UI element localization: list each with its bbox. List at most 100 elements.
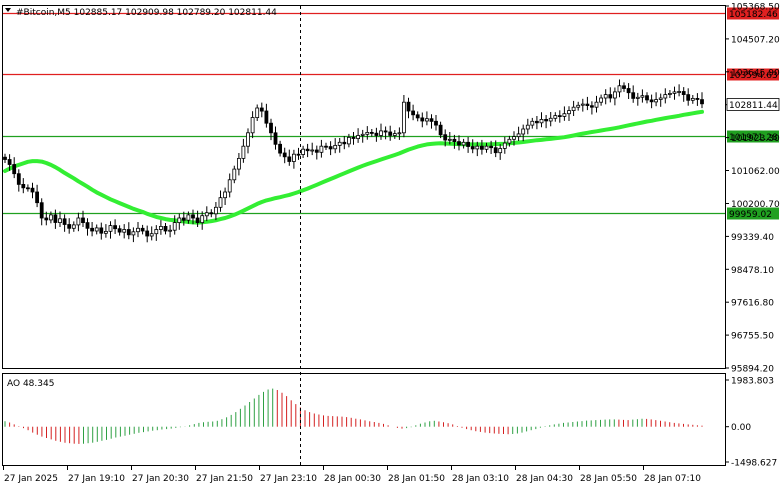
candle-body — [108, 225, 113, 232]
candle-body — [553, 115, 558, 119]
candle-body — [291, 153, 296, 162]
level-label-resistance-2: 103594.63 — [729, 71, 778, 81]
price-tick-label: 98478.10 — [731, 266, 774, 276]
candle-body — [223, 191, 228, 199]
candle-body — [145, 230, 150, 237]
candle-body — [525, 124, 530, 130]
candle-body — [383, 130, 388, 133]
candle-body — [136, 227, 140, 233]
time-tick-label: 28 Jan 04:30 — [516, 474, 573, 484]
candle-body — [319, 145, 324, 153]
time-tick-label: 27 Jan 21:50 — [196, 474, 253, 484]
candle-body — [67, 224, 72, 229]
candle-body — [452, 138, 457, 143]
level-tag-support-2 — [727, 207, 779, 220]
candle-body — [401, 101, 406, 134]
indicator-frame — [2, 373, 726, 466]
symbol-info: #Bitcoin,M5 102885.17 102909.98 102789.2… — [16, 8, 277, 18]
ao-histogram — [4, 388, 703, 444]
dropdown-arrow-icon[interactable] — [5, 8, 11, 12]
level-label-support-1: 101971.28 — [729, 133, 778, 143]
candle-body — [365, 131, 370, 135]
candle-body — [649, 99, 654, 103]
candle-body — [539, 119, 544, 124]
candle-body — [342, 141, 347, 145]
candle-body — [122, 229, 127, 233]
candle-body — [191, 214, 195, 219]
candle-body — [438, 124, 443, 136]
level-tag-resistance-1 — [727, 7, 779, 20]
candle-body — [269, 122, 273, 134]
candle-body — [420, 117, 425, 122]
candle-body — [507, 138, 512, 144]
candle-body — [392, 133, 397, 136]
candle-body — [411, 110, 416, 116]
candle-body — [12, 164, 17, 175]
ao-tick-label: 1983.803 — [731, 377, 774, 387]
candle-body — [25, 187, 30, 190]
candle-body — [44, 217, 49, 221]
candle-body — [236, 157, 241, 170]
candle-body — [49, 214, 53, 221]
candle-body — [273, 132, 278, 145]
price-tick-label: 101062.00 — [731, 167, 780, 177]
candle-body — [599, 97, 603, 103]
candle-body — [544, 119, 548, 122]
price-tick-label: 95894.20 — [731, 365, 774, 375]
price-tick-label: 105368.50 — [731, 3, 780, 13]
candle-body — [603, 94, 608, 99]
candle-body — [690, 98, 695, 101]
candle-body — [668, 93, 672, 95]
candle-body — [287, 156, 292, 162]
candle-body — [181, 217, 186, 221]
candle-body — [62, 218, 67, 225]
moving-average — [3, 109, 704, 225]
candle-body — [379, 130, 383, 136]
candle-body — [479, 145, 484, 150]
candle-body — [278, 143, 283, 154]
candle-body — [117, 228, 122, 233]
candle-body — [466, 141, 471, 147]
candle-body — [530, 120, 535, 126]
price-axis: 105368.50104507.20103645.90102784.601019… — [725, 3, 780, 375]
candle-body — [654, 99, 658, 103]
candle-body — [241, 145, 246, 159]
candle-body — [204, 212, 209, 217]
price-tick-label: 97616.80 — [731, 299, 774, 309]
candle-body — [388, 131, 393, 136]
candle-body — [686, 94, 691, 101]
candle-body — [356, 135, 361, 139]
candle-body — [94, 227, 99, 232]
candle-body — [475, 145, 480, 150]
candle-body — [424, 118, 429, 122]
candle-body — [498, 148, 503, 154]
candle-body — [200, 215, 205, 223]
candle-body — [613, 91, 617, 99]
candle-body — [535, 120, 539, 124]
candle-body — [296, 153, 301, 156]
candle-body — [590, 105, 594, 108]
candle-body — [259, 107, 264, 112]
time-tick-label: 27 Jan 2025 — [4, 474, 58, 484]
time-tick-label: 27 Jan 20:30 — [132, 474, 189, 484]
time-tick-label: 28 Jan 03:10 — [452, 474, 509, 484]
price-tick-label: 104507.20 — [731, 35, 780, 45]
time-tick-label: 28 Jan 00:30 — [324, 474, 381, 484]
candle-body — [502, 142, 507, 149]
candle-body — [58, 218, 62, 224]
candle-body — [255, 107, 260, 119]
candle-body — [429, 118, 434, 122]
candle-body — [557, 115, 562, 117]
ao-axis: 1983.803 0.00 -1498.627 — [725, 377, 777, 469]
candle-body — [35, 191, 39, 204]
candle-body — [104, 230, 108, 234]
candle-body — [172, 222, 177, 231]
candle-body — [282, 152, 287, 158]
candle-body — [461, 141, 466, 146]
candle-body — [186, 214, 191, 221]
current-price-tag — [726, 98, 780, 111]
price-tick-label: 96755.50 — [731, 332, 774, 342]
candle-body — [457, 141, 461, 146]
